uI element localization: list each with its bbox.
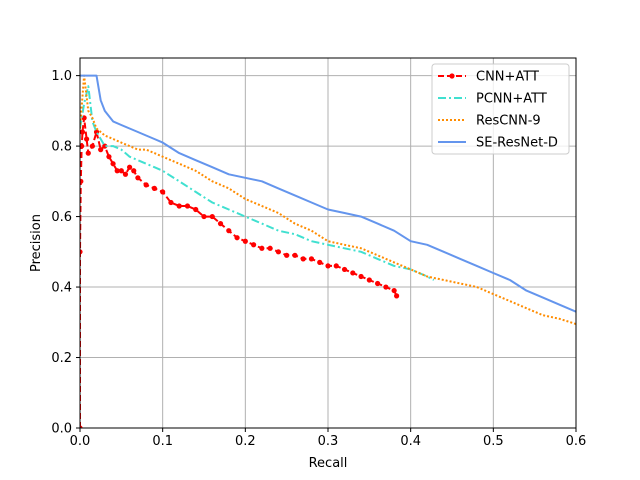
data-point-cnn-att — [143, 182, 149, 188]
legend: CNN+ATT PCNN+ATT ResCNN-9 SE-ResNet-D — [431, 63, 570, 155]
x-tick-label: 0.2 — [235, 434, 256, 449]
y-tick-label: 0.0 — [51, 422, 72, 437]
x-tick-label: 0.1 — [152, 434, 173, 449]
data-point-cnn-att — [114, 168, 120, 174]
data-point-cnn-att — [201, 213, 207, 220]
data-point-cnn-att — [341, 266, 348, 273]
y-tick-label: 1.0 — [51, 69, 72, 84]
data-point-cnn-att — [160, 189, 166, 195]
data-point-cnn-att — [110, 161, 116, 167]
data-point-cnn-att — [80, 129, 86, 135]
data-point-cnn-att — [300, 256, 306, 262]
data-point-cnn-att — [80, 178, 84, 184]
data-point-cnn-att — [122, 171, 129, 177]
x-axis-label: Recall — [309, 456, 348, 471]
data-point-cnn-att — [292, 252, 298, 258]
data-point-cnn-att — [98, 147, 104, 153]
data-point-cnn-att — [333, 263, 339, 269]
data-point-cnn-att — [135, 175, 141, 181]
data-point-cnn-att — [151, 185, 157, 191]
data-point-cnn-att — [234, 235, 240, 241]
data-point-cnn-att — [267, 245, 273, 251]
data-point-cnn-att — [317, 259, 323, 265]
y-axis-label: Precision — [29, 214, 44, 272]
data-point-cnn-att — [168, 199, 174, 206]
data-point-cnn-att — [84, 136, 90, 142]
data-point-cnn-att — [80, 425, 83, 428]
data-point-cnn-att — [325, 263, 331, 269]
y-tick-label: 0.8 — [51, 140, 72, 155]
y-tick-label: 0.6 — [51, 210, 72, 225]
legend-box — [431, 63, 570, 155]
data-point-cnn-att — [127, 164, 133, 170]
data-point-cnn-att — [366, 277, 372, 283]
data-point-cnn-att — [176, 203, 182, 209]
data-point-cnn-att — [284, 252, 290, 258]
legend-label-cnn-att: CNN+ATT — [476, 70, 539, 85]
series-line-pcnn-att — [80, 85, 435, 281]
data-point-cnn-att — [131, 168, 137, 174]
series-layer — [80, 74, 576, 428]
data-point-cnn-att — [193, 206, 199, 213]
data-point-cnn-att — [226, 228, 232, 234]
data-point-cnn-att — [375, 280, 381, 287]
y-tick-label: 0.2 — [51, 351, 72, 366]
series-line-rescnn-9 — [80, 74, 576, 325]
data-point-cnn-att — [242, 238, 248, 244]
data-point-cnn-att — [106, 154, 112, 160]
data-point-cnn-att — [209, 213, 215, 220]
data-point-cnn-att — [275, 249, 281, 255]
data-point-cnn-att — [383, 284, 389, 290]
data-point-cnn-att — [259, 245, 265, 251]
data-point-cnn-att — [80, 249, 83, 255]
data-point-cnn-att — [102, 143, 108, 149]
data-point-cnn-att — [80, 143, 85, 149]
data-point-cnn-att — [391, 287, 397, 294]
x-tick-label: 0.3 — [318, 434, 339, 449]
data-point-cnn-att — [85, 150, 91, 156]
data-point-cnn-att — [350, 270, 356, 276]
legend-marker-cnn-att — [449, 73, 455, 79]
data-point-cnn-att — [118, 168, 124, 174]
x-tick-label: 0.0 — [70, 434, 91, 449]
data-point-cnn-att — [184, 203, 191, 209]
legend-label-rescnn-9: ResCNN-9 — [476, 114, 541, 129]
x-tick-label: 0.6 — [566, 434, 587, 449]
data-point-cnn-att — [308, 256, 315, 262]
data-point-cnn-att — [251, 242, 257, 248]
series-line-se-resnet-d — [80, 74, 576, 313]
y-tick-label: 0.4 — [51, 281, 72, 296]
data-point-cnn-att — [394, 293, 400, 299]
x-tick-label: 0.5 — [483, 434, 504, 449]
data-point-cnn-att — [89, 143, 95, 149]
ticks: 0.0 0.1 0.2 0.3 0.4 0.5 0.6 0.0 0.2 0.4 0.6 0.8 1.0 — [51, 69, 586, 449]
legend-label-se-resnet-d: SE-ResNet-D — [476, 136, 558, 151]
data-point-cnn-att — [358, 273, 364, 280]
data-point-cnn-att — [217, 221, 224, 227]
x-tick-label: 0.4 — [400, 434, 421, 449]
legend-label-pcnn-att: PCNN+ATT — [476, 92, 547, 107]
series-line-cnn-att — [80, 116, 398, 428]
